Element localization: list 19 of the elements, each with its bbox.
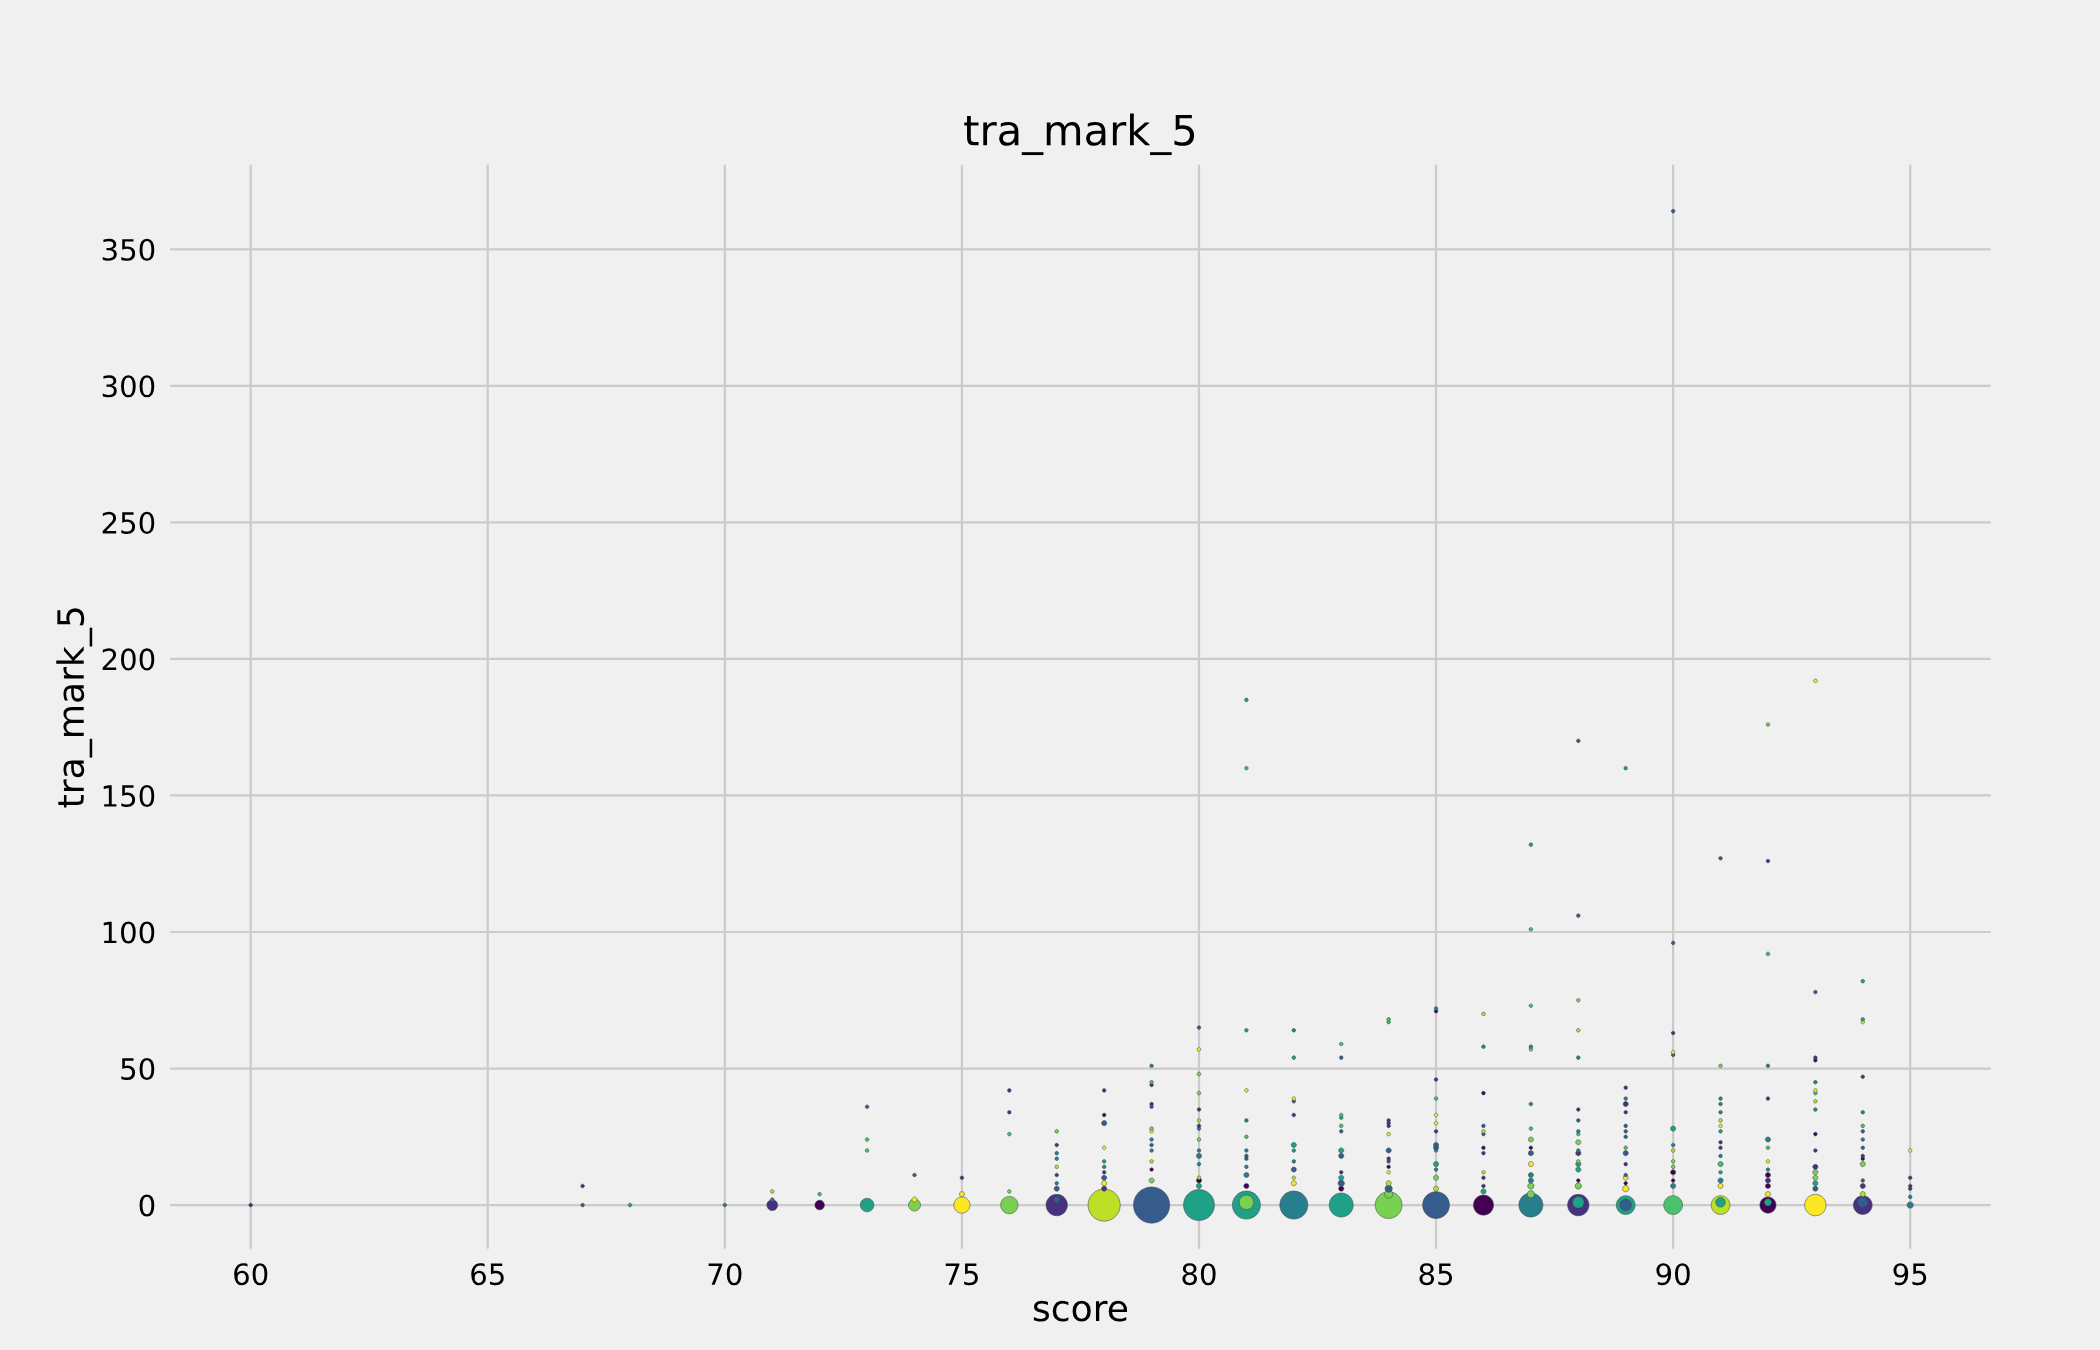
x-tick-label: 85 [1419,1263,1453,1286]
y-tick-label: 200 [102,648,155,671]
y-tick-label: 150 [103,784,155,807]
y-tick-label: 350 [102,238,155,261]
x-tick-label: 95 [1893,1263,1927,1286]
y-tick-label: 300 [102,375,155,398]
x-tick-label: 75 [945,1263,978,1286]
y-tick-label: 0 [139,1194,155,1217]
x-tick-label: 65 [471,1263,504,1286]
x-tick-label: 80 [1182,1263,1216,1286]
y-axis-title: tra_mark_5 [56,608,93,808]
y-tick-label: 100 [103,921,155,944]
y-tick-label: 50 [121,1057,155,1081]
x-axis-title: score [1033,1300,1128,1322]
chart-title: tra_mark_5 [964,113,1195,156]
y-tick-label: 250 [102,511,155,534]
x-tick-label: 90 [1656,1263,1690,1286]
x-tick-label: 60 [234,1263,268,1286]
x-tick-label: 70 [708,1263,742,1286]
